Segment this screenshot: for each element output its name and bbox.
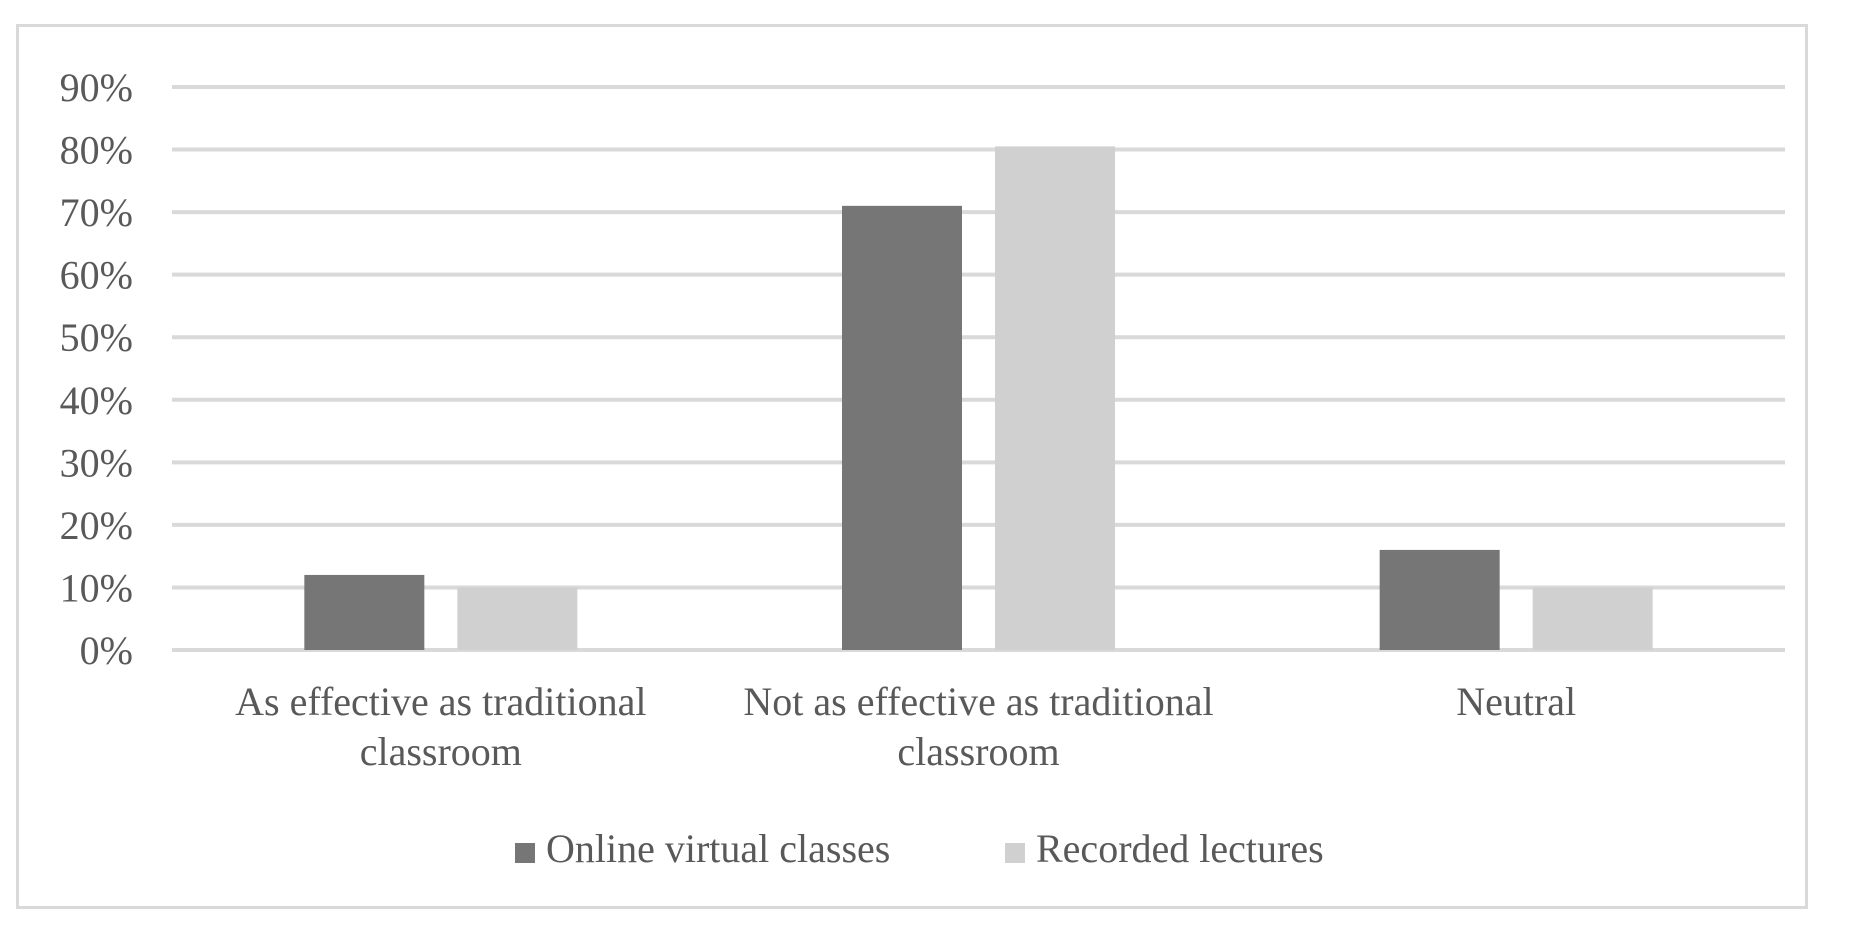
category-label: As effective as traditional [235, 679, 646, 724]
y-tick-label: 40% [60, 378, 133, 423]
legend-swatch [515, 843, 535, 863]
category-label: classroom [897, 729, 1059, 774]
y-tick-label: 0% [80, 628, 133, 673]
legend-label: Online virtual classes [546, 826, 890, 871]
bar-online-virtual-classes [1379, 549, 1500, 650]
category-label: classroom [360, 729, 522, 774]
y-tick-label: 70% [60, 190, 133, 235]
category-labels: As effective as traditional classroom Not … [235, 679, 1576, 774]
legend-swatch [1005, 843, 1025, 863]
category-label: Not as effective as traditional [743, 679, 1213, 724]
bars [304, 146, 1653, 650]
gridlines [172, 85, 1785, 652]
y-axis-tick-labels: 0% 10% 20% 30% 40% 50% 60% 70% 80% 90% [60, 65, 133, 673]
bar-online-virtual-classes [304, 574, 425, 650]
y-tick-label: 60% [60, 253, 133, 298]
bar-recorded-lectures [1532, 587, 1653, 650]
category-label: Neutral [1456, 679, 1576, 724]
legend-label: Recorded lectures [1036, 826, 1324, 871]
bar-recorded-lectures [457, 587, 578, 650]
y-tick-label: 80% [60, 128, 133, 173]
y-tick-label: 10% [60, 565, 133, 610]
legend: Online virtual classes Recorded lectures [515, 826, 1324, 871]
bar-recorded-lectures [995, 146, 1115, 650]
y-tick-label: 50% [60, 315, 133, 360]
bar-online-virtual-classes [842, 205, 962, 650]
y-tick-label: 30% [60, 440, 133, 485]
y-tick-label: 90% [60, 65, 133, 110]
y-tick-label: 20% [60, 503, 133, 548]
